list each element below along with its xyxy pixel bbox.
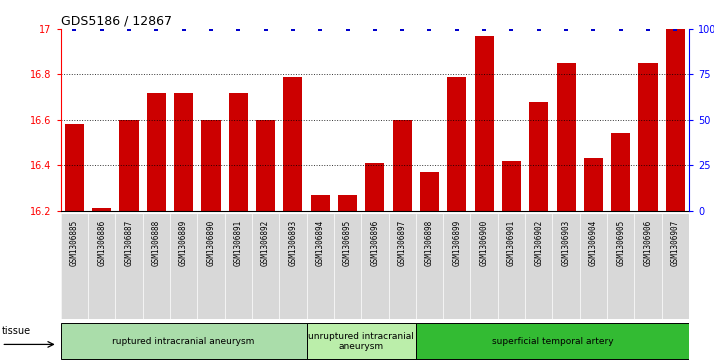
- Bar: [311, 195, 330, 211]
- Text: GSM1306889: GSM1306889: [179, 219, 188, 266]
- Point: [670, 26, 681, 32]
- Point: [124, 26, 135, 32]
- Text: GSM1306906: GSM1306906: [643, 219, 653, 266]
- Text: GSM1306895: GSM1306895: [343, 219, 352, 266]
- Text: GSM1306888: GSM1306888: [152, 219, 161, 266]
- Point: [588, 26, 599, 32]
- Text: GSM1306898: GSM1306898: [425, 219, 434, 266]
- Point: [396, 26, 408, 32]
- Point: [260, 26, 271, 32]
- FancyBboxPatch shape: [306, 323, 416, 359]
- Bar: [393, 120, 412, 211]
- Point: [178, 26, 189, 32]
- Point: [506, 26, 517, 32]
- Bar: [447, 77, 466, 211]
- Point: [342, 26, 353, 32]
- Bar: [201, 120, 221, 211]
- Bar: [420, 172, 439, 211]
- Point: [314, 26, 326, 32]
- Bar: [556, 63, 575, 211]
- Text: GDS5186 / 12867: GDS5186 / 12867: [61, 15, 171, 28]
- Text: tissue: tissue: [1, 326, 31, 336]
- Bar: [638, 63, 658, 211]
- Point: [96, 26, 107, 32]
- Text: GSM1306897: GSM1306897: [398, 219, 407, 266]
- Bar: [283, 77, 303, 211]
- Text: GSM1306904: GSM1306904: [589, 219, 598, 266]
- Text: ruptured intracranial aneurysm: ruptured intracranial aneurysm: [112, 337, 255, 346]
- Text: GSM1306899: GSM1306899: [452, 219, 461, 266]
- Text: GSM1306885: GSM1306885: [70, 219, 79, 266]
- Point: [205, 26, 216, 32]
- Point: [615, 26, 626, 32]
- Bar: [92, 208, 111, 211]
- Text: GSM1306900: GSM1306900: [480, 219, 488, 266]
- Text: GSM1306903: GSM1306903: [562, 219, 570, 266]
- Bar: [147, 93, 166, 211]
- Text: GSM1306890: GSM1306890: [206, 219, 216, 266]
- Bar: [502, 160, 521, 211]
- Text: GSM1306905: GSM1306905: [616, 219, 625, 266]
- Bar: [256, 120, 275, 211]
- Bar: [228, 93, 248, 211]
- Text: GSM1306886: GSM1306886: [97, 219, 106, 266]
- Point: [451, 26, 463, 32]
- Bar: [65, 125, 84, 211]
- Point: [478, 26, 490, 32]
- Point: [424, 26, 436, 32]
- Bar: [338, 195, 357, 211]
- Bar: [174, 93, 193, 211]
- Text: GSM1306902: GSM1306902: [534, 219, 543, 266]
- Text: GSM1306894: GSM1306894: [316, 219, 325, 266]
- Point: [533, 26, 545, 32]
- Point: [69, 26, 80, 32]
- Point: [560, 26, 572, 32]
- Bar: [611, 134, 630, 211]
- FancyBboxPatch shape: [416, 323, 689, 359]
- Point: [151, 26, 162, 32]
- Bar: [366, 163, 384, 211]
- Text: GSM1306901: GSM1306901: [507, 219, 516, 266]
- Point: [643, 26, 654, 32]
- Text: GSM1306907: GSM1306907: [671, 219, 680, 266]
- Text: superficial temporal artery: superficial temporal artery: [492, 337, 613, 346]
- Bar: [475, 36, 493, 211]
- FancyBboxPatch shape: [61, 323, 306, 359]
- Bar: [584, 158, 603, 211]
- Point: [369, 26, 381, 32]
- Point: [233, 26, 244, 32]
- Text: GSM1306896: GSM1306896: [371, 219, 379, 266]
- Text: GSM1306893: GSM1306893: [288, 219, 298, 266]
- Text: GSM1306887: GSM1306887: [124, 219, 134, 266]
- Text: GSM1306892: GSM1306892: [261, 219, 270, 266]
- Bar: [665, 29, 685, 211]
- Bar: [529, 102, 548, 211]
- Text: unruptured intracranial
aneurysm: unruptured intracranial aneurysm: [308, 331, 414, 351]
- Point: [287, 26, 298, 32]
- Text: GSM1306891: GSM1306891: [233, 219, 243, 266]
- Bar: [119, 120, 139, 211]
